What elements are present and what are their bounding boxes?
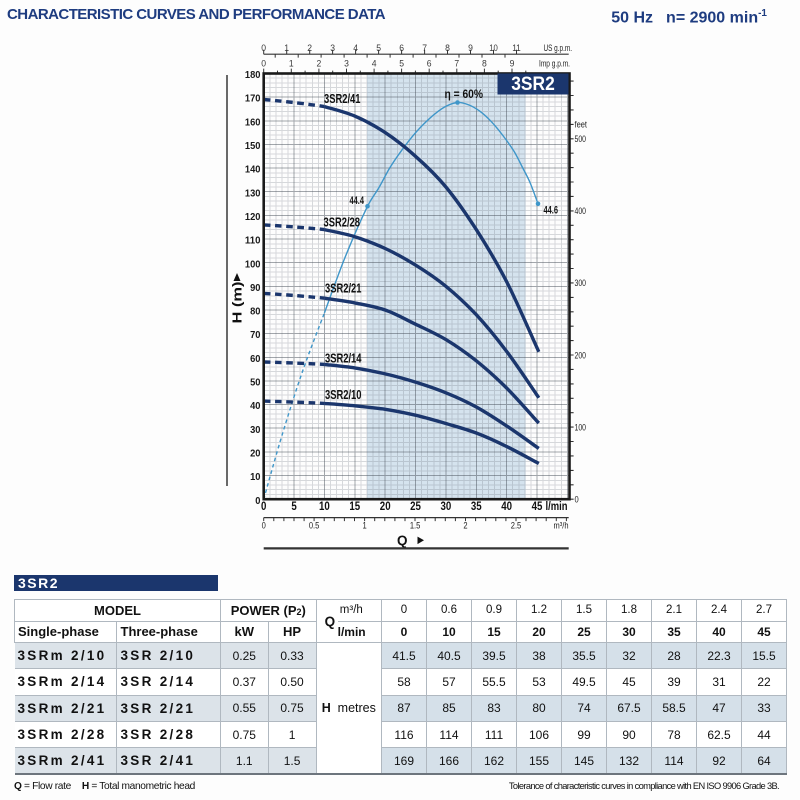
svg-text:2: 2 (317, 59, 322, 70)
svg-text:35: 35 (471, 501, 482, 513)
svg-text:44.6: 44.6 (544, 205, 559, 217)
svg-text:3SR2/21: 3SR2/21 (325, 282, 362, 296)
svg-text:25: 25 (410, 501, 421, 513)
svg-text:200: 200 (575, 350, 587, 361)
svg-text:10: 10 (489, 43, 498, 54)
svg-text:60: 60 (250, 353, 261, 365)
svg-text:0: 0 (261, 501, 266, 513)
svg-text:100: 100 (245, 258, 261, 270)
svg-text:3SR2/41: 3SR2/41 (324, 92, 361, 106)
svg-text:Q: Q (397, 533, 408, 548)
svg-text:7: 7 (422, 43, 427, 54)
svg-text:400: 400 (575, 206, 587, 217)
svg-text:10: 10 (250, 471, 261, 483)
svg-text:l/min: l/min (546, 501, 568, 513)
svg-text:9: 9 (510, 59, 515, 70)
svg-text:120: 120 (245, 211, 261, 223)
svg-text:40: 40 (501, 501, 512, 513)
svg-text:11: 11 (512, 43, 521, 54)
svg-text:300: 300 (575, 278, 587, 289)
svg-text:2: 2 (463, 521, 467, 532)
svg-text:5: 5 (291, 501, 297, 513)
svg-text:3: 3 (330, 43, 335, 54)
svg-text:8: 8 (482, 59, 487, 70)
svg-text:6: 6 (427, 59, 432, 70)
svg-text:180: 180 (245, 69, 261, 81)
svg-text:Imp g.p.m.: Imp g.p.m. (539, 59, 570, 70)
svg-text:2: 2 (307, 43, 312, 54)
svg-text:0: 0 (261, 59, 266, 70)
svg-text:80: 80 (250, 306, 261, 318)
svg-text:130: 130 (245, 187, 261, 199)
svg-text:30: 30 (250, 424, 261, 436)
svg-text:feet: feet (575, 120, 588, 131)
svg-text:44.4: 44.4 (350, 195, 365, 207)
svg-text:0.5: 0.5 (309, 521, 320, 532)
svg-text:3SR2/28: 3SR2/28 (324, 216, 361, 230)
svg-text:3SR2: 3SR2 (511, 74, 555, 95)
svg-text:100: 100 (575, 422, 587, 433)
svg-text:90: 90 (250, 282, 261, 294)
svg-text:3SR2/14: 3SR2/14 (325, 352, 362, 366)
svg-text:150: 150 (245, 140, 261, 152)
svg-text:2.5: 2.5 (511, 521, 522, 532)
svg-text:15: 15 (349, 501, 360, 513)
svg-text:5: 5 (376, 43, 381, 54)
svg-text:500: 500 (575, 134, 587, 145)
svg-text:110: 110 (245, 235, 261, 247)
svg-text:20: 20 (250, 448, 261, 460)
svg-text:4: 4 (372, 59, 377, 70)
svg-text:50: 50 (250, 377, 261, 389)
svg-text:US g.p.m.: US g.p.m. (544, 43, 573, 54)
svg-text:5: 5 (399, 59, 404, 70)
svg-text:0: 0 (575, 495, 579, 506)
svg-text:1: 1 (289, 59, 294, 70)
svg-text:8: 8 (445, 43, 450, 54)
svg-text:20: 20 (380, 501, 391, 513)
svg-text:1.5: 1.5 (410, 521, 421, 532)
svg-text:10: 10 (319, 501, 330, 513)
svg-text:40: 40 (250, 400, 261, 412)
svg-text:9: 9 (468, 43, 473, 54)
svg-text:70: 70 (250, 329, 261, 341)
svg-text:H (m): H (m) (230, 282, 245, 324)
svg-text:30: 30 (441, 501, 452, 513)
svg-text:4: 4 (353, 43, 358, 54)
svg-text:170: 170 (245, 93, 261, 105)
svg-text:45: 45 (532, 501, 543, 513)
svg-text:140: 140 (245, 164, 261, 176)
svg-text:160: 160 (245, 116, 261, 128)
svg-text:m³/h: m³/h (554, 521, 569, 532)
svg-text:1: 1 (363, 521, 367, 532)
svg-text:0: 0 (255, 495, 260, 507)
svg-text:7: 7 (454, 59, 459, 70)
svg-text:0: 0 (261, 43, 266, 54)
svg-text:6: 6 (399, 43, 404, 54)
svg-text:3SR2/10: 3SR2/10 (325, 388, 362, 402)
svg-text:0: 0 (262, 521, 266, 532)
svg-text:η = 60%: η = 60% (445, 87, 484, 101)
svg-text:1: 1 (284, 43, 289, 54)
svg-text:3: 3 (344, 59, 349, 70)
